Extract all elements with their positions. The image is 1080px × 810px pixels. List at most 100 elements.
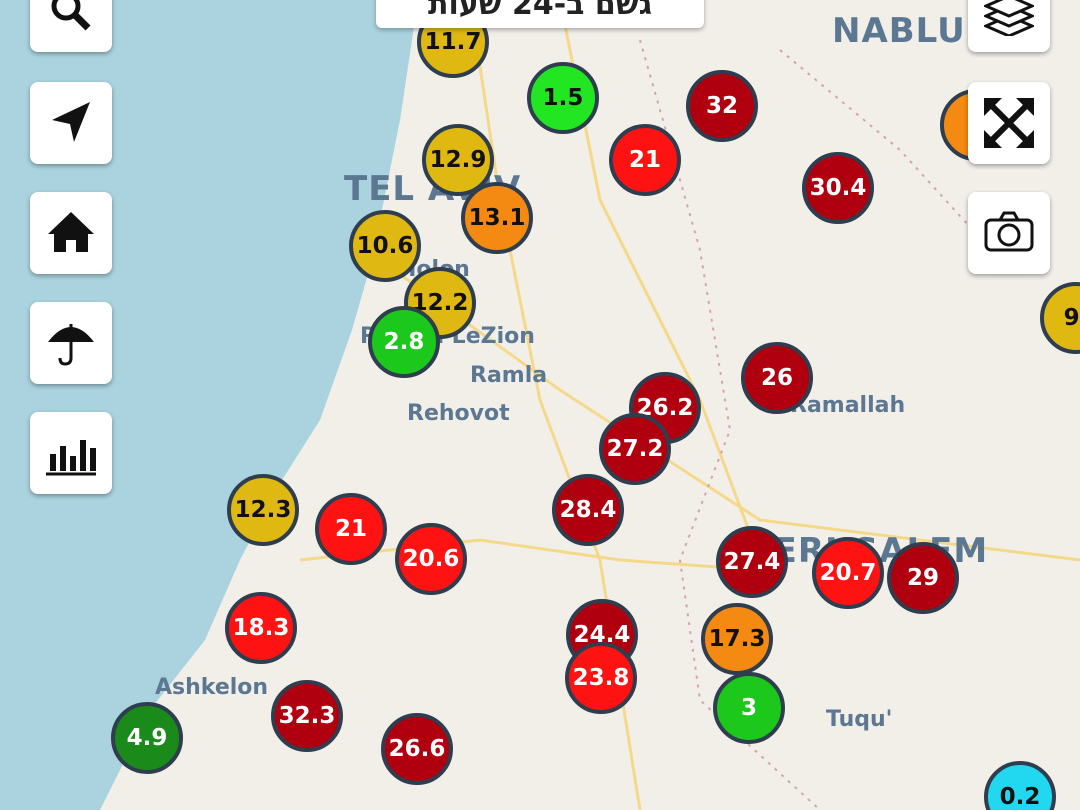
rain-marker[interactable]: 29	[887, 542, 959, 614]
locate-button[interactable]	[30, 82, 112, 164]
title: גשם ב-24 שעות	[376, 0, 704, 28]
place-label: Tuqu'	[826, 707, 892, 732]
marker-value: 27.2	[607, 436, 664, 462]
rain-marker[interactable]: 26	[741, 342, 813, 414]
icon	[984, 98, 1034, 148]
rain-marker[interactable]: 12.3	[227, 474, 299, 546]
marker-circle	[812, 537, 884, 609]
camera-button[interactable]	[968, 192, 1050, 274]
marker-circle	[111, 702, 183, 774]
fullscreen-button[interactable]	[968, 82, 1050, 164]
rain-marker[interactable]: 20.6	[395, 523, 467, 595]
marker-value: 20.7	[820, 560, 877, 586]
place-label: Rehovot	[407, 401, 510, 426]
icon	[52, 102, 90, 142]
marker-value: 32	[706, 93, 738, 119]
marker-circle	[984, 761, 1056, 810]
marker-value: 13.1	[469, 205, 526, 231]
marker-value: 0.2	[1000, 784, 1041, 810]
place-label: Ashkelon	[155, 675, 268, 700]
marker-circle	[716, 526, 788, 598]
marker-circle	[701, 603, 773, 675]
marker-circle	[565, 642, 637, 714]
rain-marker[interactable]: 2.8	[368, 306, 440, 378]
rain-marker[interactable]: 27.2	[599, 413, 671, 485]
marker-value: 1.5	[543, 85, 584, 111]
icon	[51, 0, 91, 31]
marker-circle	[381, 713, 453, 785]
place-label: Ramallah	[790, 393, 905, 418]
marker-circle	[527, 62, 599, 134]
marker-value: 3	[741, 695, 757, 721]
marker-circle	[686, 70, 758, 142]
marker-value: 23.8	[573, 665, 630, 691]
search-button[interactable]	[30, 0, 112, 52]
marker-value: 17.3	[709, 626, 766, 652]
rain-marker[interactable]: 23.8	[565, 642, 637, 714]
marker-value: 26	[761, 365, 793, 391]
marker-circle	[349, 210, 421, 282]
marker-circle	[609, 124, 681, 196]
marker-value: 21	[629, 147, 661, 173]
marker-circle	[461, 182, 533, 254]
layers-button[interactable]	[968, 0, 1050, 52]
rain-marker[interactable]: 13.1	[461, 182, 533, 254]
rain-marker[interactable]: 0.2	[984, 761, 1056, 810]
markers: 11.71.5 322112.913.130.410.612.22.82626.2…	[111, 6, 1080, 810]
home-button[interactable]	[30, 192, 112, 274]
borders	[639, 39, 1001, 810]
rain-marker[interactable]: 26.6	[381, 713, 453, 785]
rain-marker[interactable]: 32	[686, 70, 758, 142]
marker-circle	[315, 493, 387, 565]
rain-marker[interactable]: 17.3	[701, 603, 773, 675]
marker-value: 9.	[1064, 305, 1080, 331]
rain-marker[interactable]: 12.9	[422, 124, 494, 196]
marker-circle	[227, 474, 299, 546]
rain-marker[interactable]: 1.5	[527, 62, 599, 134]
marker-value: 10.6	[357, 233, 414, 259]
marker-circle	[271, 680, 343, 752]
marker-value: 12.3	[235, 497, 292, 523]
marker-value: 26.6	[389, 736, 446, 762]
marker-circle	[599, 413, 671, 485]
icon	[46, 440, 96, 476]
marker-circle	[741, 342, 813, 414]
marker-value: 18.3	[233, 615, 290, 641]
rain-marker[interactable]: 32.3	[271, 680, 343, 752]
rain-marker[interactable]: 20.7	[812, 537, 884, 609]
chart-button[interactable]	[30, 412, 112, 494]
marker-value: 20.6	[403, 546, 460, 572]
rain-marker[interactable]: 21	[609, 124, 681, 196]
rain-marker[interactable]: 27.4	[716, 526, 788, 598]
marker-value: 32.3	[279, 703, 336, 729]
marker-circle	[395, 523, 467, 595]
rain-marker[interactable]: 18.3	[225, 592, 297, 664]
marker-value: 11.7	[425, 29, 482, 55]
marker-circle	[422, 124, 494, 196]
rain-marker[interactable]: 30.4	[802, 152, 874, 224]
icon	[48, 212, 94, 252]
marker-value: 27.4	[724, 549, 781, 575]
rain-marker[interactable]: 4.9	[111, 702, 183, 774]
marker-circle	[225, 592, 297, 664]
rain-marker[interactable]: 21	[315, 493, 387, 565]
marker-value: 29	[907, 565, 939, 591]
rain-button[interactable]	[30, 302, 112, 384]
marker-value: 21	[335, 516, 367, 542]
marker-value: 28.4	[560, 497, 617, 523]
marker-value: 12.9	[430, 147, 487, 173]
marker-circle	[552, 474, 624, 546]
marker-circle	[368, 306, 440, 378]
rain-marker[interactable]: 3	[713, 672, 785, 744]
marker-value: 4.9	[127, 725, 168, 751]
place-label: Ramla	[470, 363, 547, 388]
icon	[984, 211, 1034, 252]
rain-marker[interactable]: 9.	[1040, 282, 1080, 354]
marker-circle	[887, 542, 959, 614]
icon	[48, 324, 94, 366]
rain-marker[interactable]: 28.4	[552, 474, 624, 546]
marker-value: 30.4	[810, 175, 867, 201]
marker-value: 2.8	[384, 329, 425, 355]
rain-marker[interactable]: 10.6	[349, 210, 421, 282]
